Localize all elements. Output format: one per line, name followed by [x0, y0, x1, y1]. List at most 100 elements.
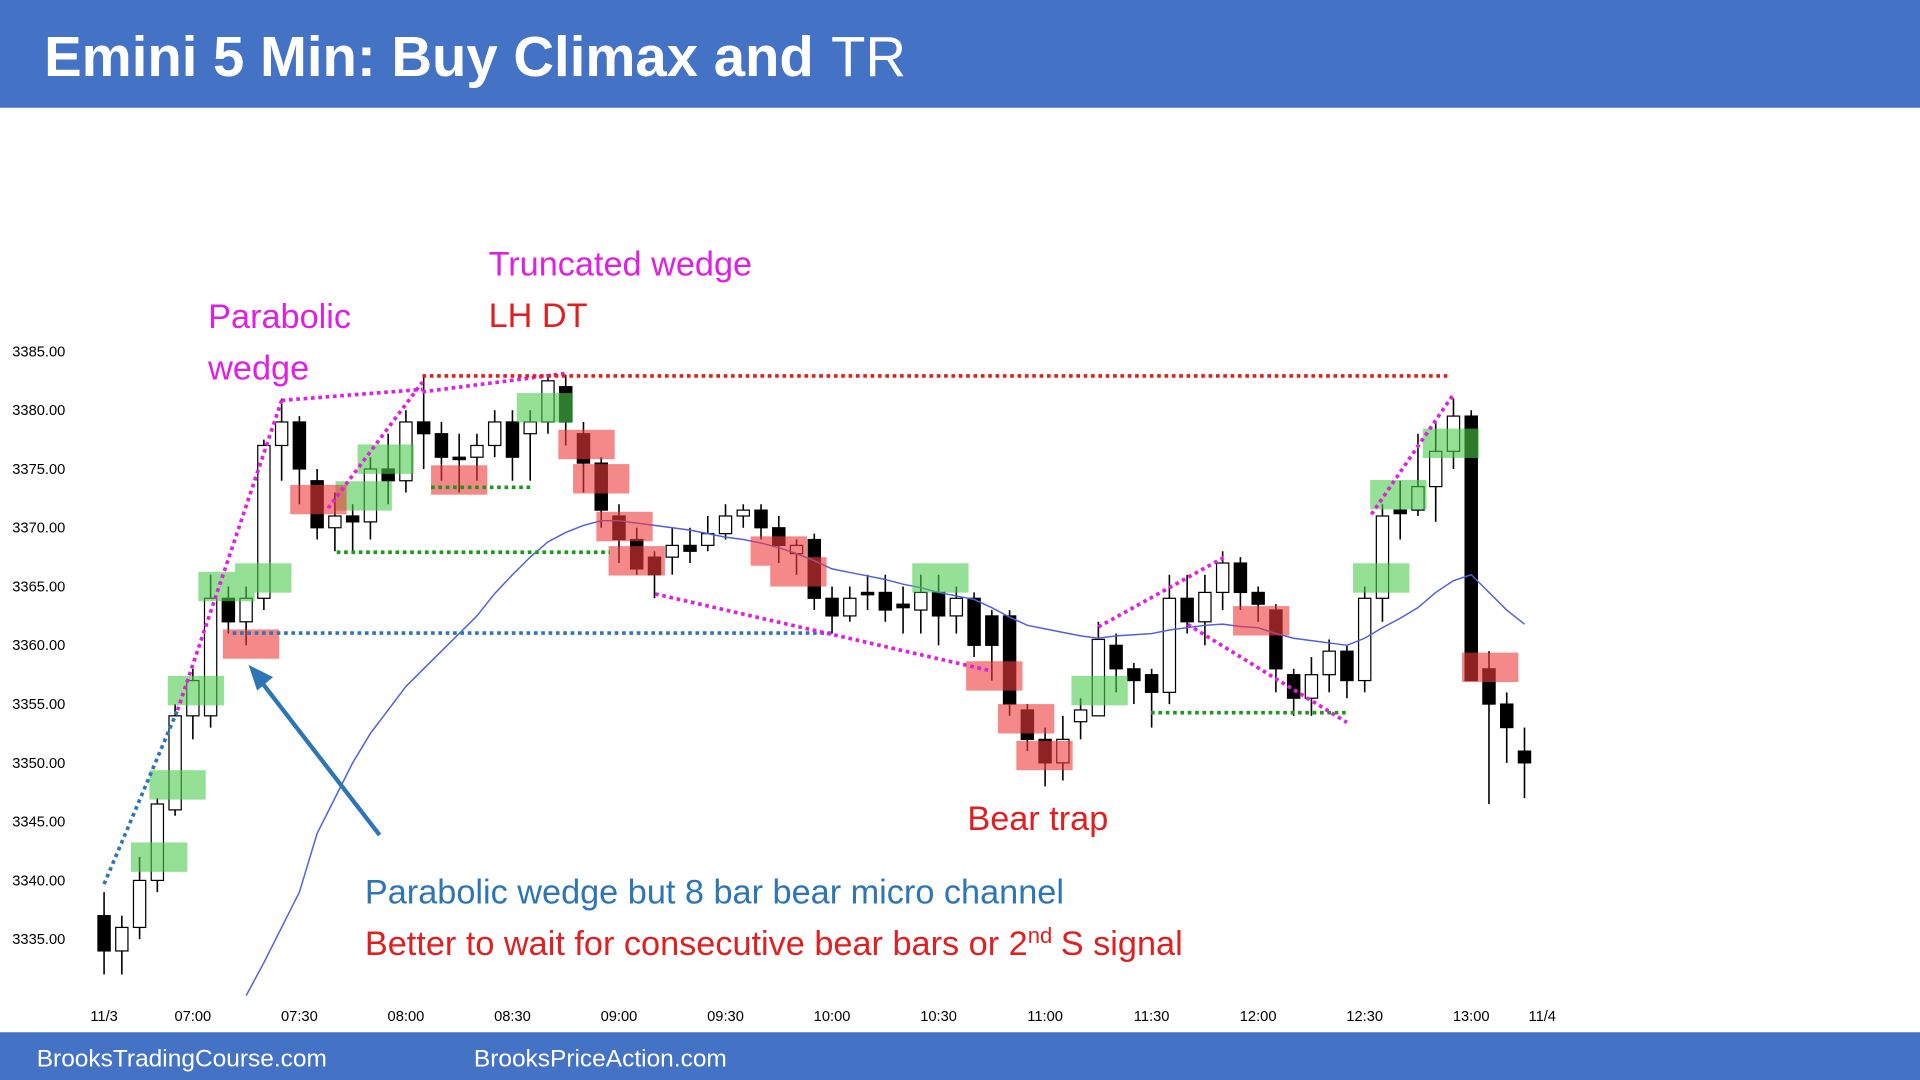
x-tick-label: 11/4 [1528, 1009, 1556, 1025]
candle-body [416, 421, 431, 435]
candle-body [1144, 674, 1159, 693]
y-tick-label: 3360.00 [12, 638, 65, 654]
candle-body [1340, 650, 1354, 682]
y-tick-label: 3340.00 [12, 873, 65, 889]
x-tick-label: 09:00 [601, 1009, 638, 1025]
candle-body [97, 915, 111, 952]
candle-body [1180, 597, 1194, 623]
title-bar [0, 0, 1920, 108]
candle-body [434, 433, 449, 458]
trend-lines [102, 371, 1455, 885]
candle-body [1233, 562, 1248, 594]
candle-body [1002, 615, 1017, 705]
y-tick-label: 3375.00 [12, 462, 65, 478]
annotation: Truncated wedge [489, 246, 753, 284]
candle-body [1500, 703, 1514, 729]
y-tick-label: 3350.00 [12, 756, 65, 772]
candle-body [487, 421, 502, 447]
candle-body [1251, 591, 1265, 605]
candle-body [1215, 562, 1230, 594]
candle-body [1073, 709, 1088, 723]
title-bold: Emini 5 Min: Buy Climax and [44, 25, 814, 88]
moving-average [245, 519, 1525, 996]
candle-body [1127, 668, 1141, 682]
note-sup: nd [1028, 923, 1053, 948]
candle-body [1304, 674, 1319, 699]
candle-body [1357, 597, 1372, 682]
candle-body [665, 544, 679, 558]
annotation: Bear trap [967, 800, 1108, 838]
candle-body [1162, 597, 1177, 693]
candle-body [239, 597, 253, 623]
x-tick-label: 07:30 [281, 1009, 318, 1025]
candle-body [860, 591, 875, 596]
candle-body [754, 509, 768, 529]
y-tick-label: 3365.00 [12, 579, 65, 595]
candle-body [1517, 750, 1532, 764]
candle-body [985, 615, 999, 646]
annotation: wedge [207, 350, 309, 388]
candle-body [1393, 509, 1407, 515]
candle-body [345, 515, 360, 523]
x-tick-label: 07:00 [174, 1009, 211, 1025]
candle-body [878, 591, 893, 611]
annotation: Parabolic [208, 298, 351, 336]
candle-body [1198, 591, 1212, 623]
x-tick-label: 09:30 [707, 1009, 744, 1025]
candle-body [328, 515, 342, 529]
candle-body [967, 597, 981, 646]
candle-body [115, 926, 129, 952]
y-tick-label: 3385.00 [12, 344, 65, 360]
candle-body [470, 444, 484, 458]
candle-body [221, 597, 236, 623]
arrow [248, 664, 382, 837]
title-rest: TR [831, 25, 906, 88]
note-part: Better to wait for consecutive bear bars… [365, 925, 1028, 963]
x-tick-label: 12:00 [1240, 1009, 1277, 1025]
y-tick-label: 3335.00 [12, 932, 65, 948]
candle-body [701, 533, 715, 546]
y-tick-label: 3345.00 [12, 815, 65, 831]
candle-body [914, 591, 928, 611]
y-tick-label: 3380.00 [12, 403, 65, 419]
candle-body [274, 421, 289, 447]
candle-body [843, 597, 857, 617]
candle-body [949, 597, 964, 617]
y-tick-label: 3355.00 [12, 697, 65, 713]
candle-body [292, 421, 307, 470]
x-tick-label: 11/3 [90, 1009, 118, 1025]
candle-body [1322, 650, 1336, 676]
candle-body [132, 879, 147, 929]
note-part: S signal [1061, 925, 1183, 963]
annotation: Better to wait for consecutive bear bars… [365, 923, 1183, 963]
annotation: LH DT [489, 297, 588, 335]
x-tick-label: 10:00 [814, 1009, 851, 1025]
x-tick-label: 08:30 [494, 1009, 531, 1025]
x-tick-label: 10:30 [920, 1009, 957, 1025]
candle-body [523, 421, 537, 435]
candle-body [718, 515, 733, 535]
candle-body [931, 591, 946, 617]
x-tick-label: 08:00 [388, 1009, 425, 1025]
x-tick-label: 11:00 [1027, 1009, 1063, 1025]
footer-text: BrooksPriceAction.com [474, 1046, 727, 1073]
sell-signal-boxes [222, 429, 1519, 771]
candle-body [896, 603, 910, 609]
footer-bar [0, 1032, 1920, 1080]
candle-body [1109, 644, 1123, 670]
slide-title: Emini 5 Min: Buy Climax and TR [44, 25, 906, 88]
x-tick-label: 12:30 [1346, 1009, 1383, 1025]
candle-body [825, 597, 839, 617]
candle-body [257, 444, 271, 599]
y-tick-label: 3370.00 [12, 521, 65, 537]
candle-body [452, 456, 466, 461]
x-tick-label: 11:30 [1134, 1009, 1170, 1025]
buy-signal-boxes [131, 393, 1480, 872]
candle-body [505, 421, 520, 458]
footer-text: BrooksTradingCourse.com [37, 1046, 327, 1073]
overlays [102, 371, 1519, 885]
x-tick-label: 13:00 [1453, 1009, 1490, 1025]
candle-body [736, 509, 750, 517]
